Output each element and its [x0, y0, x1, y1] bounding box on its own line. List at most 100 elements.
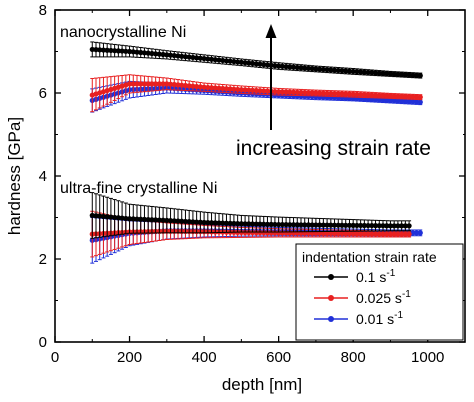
data-point	[406, 94, 412, 100]
data-point	[261, 88, 267, 94]
data-point	[186, 83, 192, 89]
data-point	[182, 218, 189, 225]
data-point	[365, 222, 371, 229]
strain-rate-arrow	[265, 24, 277, 132]
data-point	[402, 72, 408, 78]
data-point	[145, 216, 151, 223]
legend-label: 0.025 s-1	[356, 289, 411, 306]
data-point	[164, 81, 170, 87]
data-point	[231, 86, 237, 92]
data-point	[369, 231, 375, 237]
series-0-1-s-1	[89, 41, 423, 79]
data-point	[238, 87, 244, 93]
data-point	[276, 89, 282, 95]
data-point	[194, 219, 200, 225]
data-point	[115, 48, 121, 54]
data-point	[413, 94, 420, 100]
data-point	[264, 230, 271, 236]
data-point	[413, 99, 420, 105]
data-point	[141, 81, 148, 87]
data-point	[354, 231, 360, 237]
data-point	[395, 223, 401, 229]
data-point	[283, 222, 289, 228]
data-point	[391, 98, 397, 104]
data-point	[153, 51, 159, 57]
data-point	[290, 222, 297, 228]
data-point	[279, 221, 285, 228]
data-point	[160, 217, 166, 223]
data-point	[320, 66, 326, 73]
data-point	[149, 81, 155, 87]
legend-label-main: 0.1 s	[356, 269, 386, 285]
x-tick-label: 600	[266, 349, 291, 366]
data-point	[376, 92, 382, 99]
data-point	[283, 64, 289, 70]
data-point	[309, 90, 315, 96]
legend-label-superscript: -1	[386, 268, 395, 279]
legend-label: 0.01 s-1	[356, 310, 403, 327]
data-point	[335, 91, 341, 97]
axis-ticks: 0 200 400 600 800 1000 0 2 4 6 8	[39, 2, 465, 366]
data-point	[89, 46, 95, 53]
data-point	[331, 67, 338, 73]
data-point	[302, 93, 308, 99]
data-point	[257, 88, 263, 94]
data-point	[335, 230, 341, 237]
x-tick-label: 200	[117, 349, 142, 366]
data-point	[343, 68, 349, 74]
data-point	[328, 90, 334, 97]
data-point	[350, 231, 356, 237]
data-point	[167, 218, 174, 224]
data-point	[305, 93, 312, 100]
data-point	[279, 89, 285, 95]
data-point	[380, 70, 386, 77]
data-point	[361, 231, 367, 237]
data-point	[402, 98, 408, 104]
data-point	[257, 221, 263, 227]
data-point	[298, 89, 304, 96]
data-point	[156, 217, 162, 223]
data-point	[354, 69, 360, 75]
data-point	[384, 71, 390, 77]
arrow-head	[265, 24, 277, 38]
data-point	[354, 222, 360, 229]
x-axis-label: depth [nm]	[222, 375, 302, 394]
data-point	[380, 223, 386, 229]
data-point	[346, 231, 353, 237]
data-point	[402, 93, 408, 100]
data-point	[164, 217, 170, 224]
data-point	[238, 221, 244, 227]
data-point	[123, 48, 129, 54]
data-point	[358, 69, 364, 75]
data-point	[216, 220, 222, 226]
data-point	[302, 65, 308, 71]
data-point	[216, 85, 222, 91]
data-point	[417, 99, 423, 105]
data-point	[294, 89, 300, 95]
data-point	[276, 63, 282, 69]
data-point	[100, 47, 107, 53]
data-point	[115, 215, 121, 221]
y-tick-label: 6	[39, 85, 47, 102]
data-point	[410, 94, 416, 100]
data-point	[153, 217, 159, 223]
data-point	[253, 221, 259, 227]
data-point	[350, 222, 356, 228]
data-point	[212, 220, 218, 226]
data-point	[358, 231, 364, 237]
data-point	[343, 222, 349, 228]
data-point	[387, 223, 394, 229]
data-point	[339, 91, 345, 97]
data-point	[346, 68, 353, 74]
data-point	[358, 222, 364, 229]
data-point	[361, 222, 367, 229]
data-point	[186, 219, 192, 225]
data-point	[376, 223, 382, 229]
data-point	[171, 81, 177, 88]
data-point	[220, 220, 226, 226]
data-point	[331, 91, 338, 97]
data-point	[399, 223, 405, 229]
data-point	[201, 219, 207, 226]
data-point	[313, 66, 319, 72]
data-point	[100, 213, 107, 220]
